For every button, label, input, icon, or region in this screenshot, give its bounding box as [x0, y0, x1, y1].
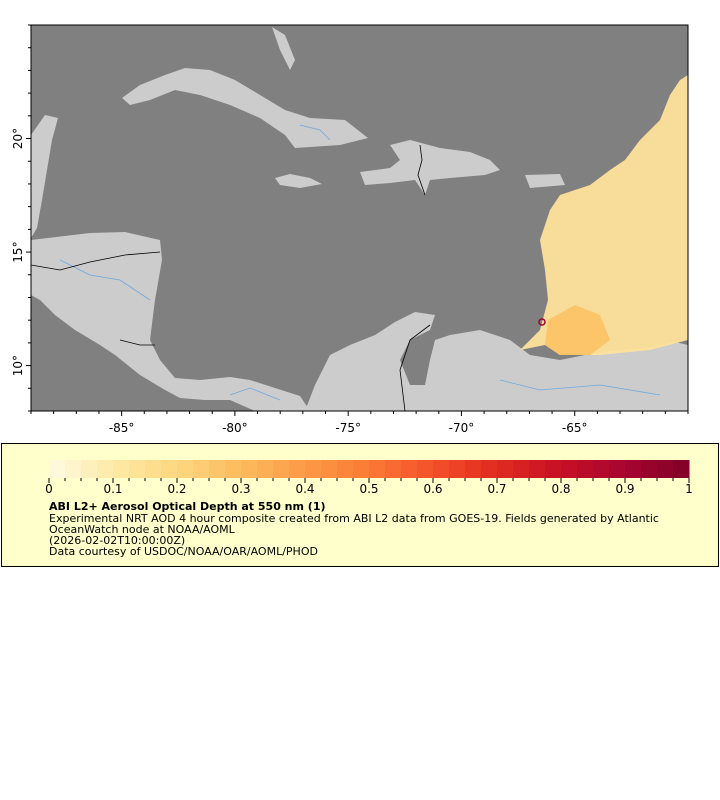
colorbar-swatch: [161, 460, 178, 478]
land-yucatan: [31, 115, 58, 238]
colorbar-tick-label: 0.2: [167, 482, 186, 494]
land-south-america: [305, 312, 688, 411]
colorbar-swatch: [497, 460, 514, 478]
colorbar-tick-label: 0.9: [615, 482, 634, 494]
legend-time: (2026-02-02T10:00:00Z): [49, 534, 186, 547]
axes: -85° -80° -75° -70° -65° 10° 15° 20°: [11, 24, 689, 435]
colorbar-tick-label: 0.6: [423, 482, 442, 494]
colorbar-swatch: [625, 460, 642, 478]
colorbar-swatch: [465, 460, 482, 478]
colorbar-tick-label: 1: [685, 482, 693, 494]
colorbar-swatch: [529, 460, 546, 478]
colorbar-swatch: [65, 460, 82, 478]
river: [59, 259, 151, 301]
colorbar-swatch: [257, 460, 274, 478]
land-cuba: [122, 68, 368, 148]
lon-tick-label: -75°: [335, 421, 361, 435]
border: [30, 251, 161, 271]
lon-tick-label: -65°: [562, 421, 588, 435]
colorbar-swatch: [81, 460, 98, 478]
colorbar-swatch: [417, 460, 434, 478]
colorbar-tick-label: 0.1: [103, 482, 122, 494]
colorbar: 0 0.1 0.2 0.3 0.4 0.5 0.6 0.7 0.8 0.9 1: [45, 460, 693, 494]
lat-tick-label: 20°: [11, 128, 25, 149]
colorbar-tick-label: 0.8: [551, 482, 570, 494]
colorbar-swatch: [193, 460, 210, 478]
colorbar-swatch: [401, 460, 418, 478]
colorbar-swatch: [337, 460, 354, 478]
colorbar-swatch: [225, 460, 242, 478]
colorbar-tick-label: 0: [45, 482, 53, 494]
land-bahamas: [272, 27, 295, 70]
colorbar-swatch: [609, 460, 626, 478]
border: [417, 144, 426, 196]
colorbar-swatch: [449, 460, 466, 478]
legend-description-line1: Experimental NRT AOD 4 hour composite cr…: [49, 512, 659, 525]
colorbar-swatch: [353, 460, 370, 478]
colorbar-tick-label: 0.7: [487, 482, 506, 494]
lon-tick-label: -70°: [449, 421, 475, 435]
aod-region-high: [545, 305, 610, 355]
legend-credit: Data courtesy of USDOC/NOAA/OAR/AOML/PHO…: [49, 545, 318, 558]
colorbar-swatch: [145, 460, 162, 478]
legend-description-line2: OceanWatch node at NOAA/AOML: [49, 523, 235, 536]
colorbar-swatch: [241, 460, 258, 478]
map-plot: -85° -80° -75° -70° -65° 10° 15° 20°: [11, 24, 689, 435]
colorbar-swatch: [97, 460, 114, 478]
colorbar-swatch: [513, 460, 530, 478]
map-frame: [30, 24, 689, 412]
colorbar-swatch: [129, 460, 146, 478]
border: [399, 324, 431, 412]
colorbar-tick-label: 0.3: [231, 482, 250, 494]
colorbar-swatch: [113, 460, 130, 478]
colorbar-tick-label: 0.5: [359, 482, 378, 494]
colorbar-swatch: [641, 460, 658, 478]
river: [499, 379, 661, 396]
colorbar-swatch: [273, 460, 290, 478]
river: [299, 124, 331, 141]
colorbar-swatch: [561, 460, 578, 478]
legend-title: ABI L2+ Aerosol Optical Depth at 550 nm …: [49, 500, 326, 513]
aod-region: [520, 75, 688, 355]
colorbar-swatch: [289, 460, 306, 478]
colorbar-swatch: [49, 460, 66, 478]
colorbar-swatch: [545, 460, 562, 478]
colorbar-swatch: [433, 460, 450, 478]
lat-tick-label: 10°: [11, 355, 25, 376]
borders: [30, 144, 431, 412]
colorbar-swatch: [577, 460, 594, 478]
land-hispaniola: [360, 140, 500, 195]
aod-data: [520, 75, 688, 355]
rivers: [59, 124, 661, 401]
colorbar-swatch: [177, 460, 194, 478]
colorbar-swatch: [369, 460, 386, 478]
colorbar-swatch: [321, 460, 338, 478]
border: [119, 339, 155, 346]
colorbar-swatch: [481, 460, 498, 478]
colorbar-swatch: [209, 460, 226, 478]
colorbar-swatch: [593, 460, 610, 478]
colorbar-tick-label: 0.4: [295, 482, 314, 494]
colorbar-swatch: [305, 460, 322, 478]
aod-hotspot: [538, 318, 546, 326]
lon-tick-label: -85°: [109, 421, 135, 435]
river: [229, 387, 281, 401]
lat-tick-label: 15°: [11, 241, 25, 262]
land-jamaica: [275, 174, 322, 188]
colorbar-swatch: [385, 460, 402, 478]
colorbar-swatch: [673, 460, 690, 478]
lon-tick-label: -80°: [222, 421, 248, 435]
land-puerto-rico: [525, 174, 565, 188]
legend: 0 0.1 0.2 0.3 0.4 0.5 0.6 0.7 0.8 0.9 1 ABI L2+ Ae…: [1, 443, 719, 567]
colorbar-swatch: [657, 460, 674, 478]
